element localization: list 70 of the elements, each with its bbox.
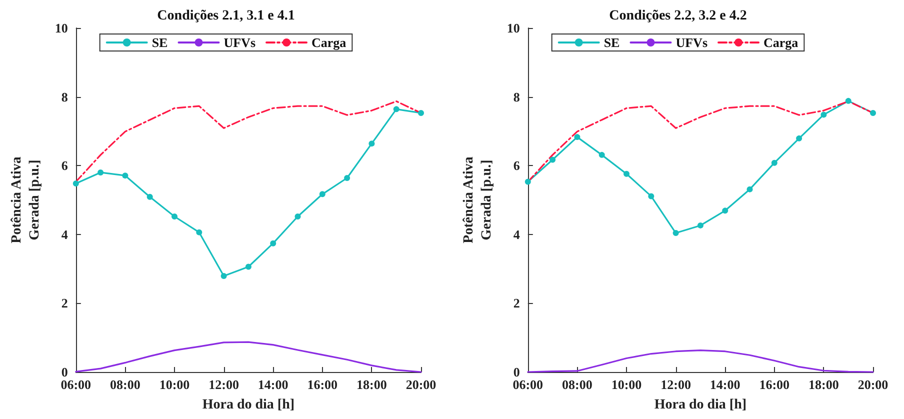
point — [393, 106, 400, 112]
y-tick-label: 8 — [513, 89, 520, 104]
legend-label: SE — [604, 35, 620, 50]
y-tick-label: 2 — [513, 296, 520, 311]
legend-label: Carga — [312, 35, 347, 50]
y-tick-label: 8 — [61, 89, 68, 104]
x-tick-label: 10:00 — [611, 377, 642, 392]
point — [648, 193, 654, 200]
point — [294, 214, 301, 220]
point — [172, 214, 178, 220]
y-tick-label: 10 — [506, 20, 520, 36]
y-tick-label: 6 — [513, 158, 520, 174]
point — [270, 240, 276, 246]
y-tick-label: 4 — [61, 226, 68, 242]
point — [418, 110, 424, 116]
x-tick-label: 06:00 — [512, 377, 544, 392]
legend-label: UFVs — [676, 35, 708, 50]
y-tick-label: 6 — [61, 158, 68, 174]
point — [771, 160, 778, 166]
y-tick-label: 0 — [61, 364, 68, 380]
x-tick-label: 14:00 — [258, 377, 288, 392]
point — [624, 170, 630, 177]
point — [672, 230, 679, 236]
point — [820, 112, 827, 118]
point — [122, 172, 128, 179]
x-axis-title: Hora do dia [h] — [202, 398, 295, 412]
x-tick-label: 10:00 — [159, 377, 190, 392]
x-tick-label: 20:00 — [858, 377, 888, 392]
x-tick-label: 08:00 — [562, 377, 592, 392]
point — [845, 98, 852, 104]
legend-label: Carga — [764, 35, 799, 50]
x-tick-label: 06:00 — [60, 377, 92, 392]
point — [245, 264, 252, 270]
y-tick-label: 10 — [54, 20, 68, 36]
point — [524, 178, 531, 185]
x-tick-label: 12:00 — [208, 377, 239, 392]
point — [344, 174, 350, 181]
point — [72, 180, 79, 186]
point — [196, 229, 202, 236]
chart-title: Condições 2.2, 3.2 e 4.2 — [609, 8, 747, 24]
x-tick-label: 08:00 — [110, 377, 140, 392]
point — [697, 222, 704, 228]
x-tick-label: 12:00 — [660, 377, 691, 392]
point — [319, 191, 326, 198]
point — [870, 110, 876, 116]
y-tick-label: 0 — [513, 364, 520, 380]
legend-label: UFVs — [224, 35, 256, 50]
x-tick-label: 16:00 — [307, 377, 338, 392]
x-tick-label: 20:00 — [406, 377, 436, 392]
chart-title: Condições 2.1, 3.1 e 4.1 — [157, 8, 295, 24]
y-axis-title: Potência Ativa Gerada [p.u.] — [462, 156, 494, 244]
x-tick-label: 18:00 — [356, 377, 387, 392]
point — [368, 140, 375, 147]
x-axis-title: Hora do dia [h] — [654, 398, 747, 412]
y-axis-title: Potência Ativa Gerada [p.u.] — [10, 156, 42, 244]
legend-label: SE — [152, 35, 168, 50]
point — [574, 134, 580, 140]
point — [98, 169, 104, 176]
point — [746, 186, 753, 192]
point — [796, 135, 802, 142]
point — [220, 273, 227, 280]
y-tick-label: 4 — [513, 226, 520, 242]
x-tick-label: 14:00 — [710, 377, 740, 392]
x-tick-label: 16:00 — [759, 377, 790, 392]
point — [550, 156, 556, 163]
x-tick-label: 18:00 — [808, 377, 839, 392]
point — [146, 194, 153, 200]
point — [598, 152, 605, 158]
y-tick-label: 2 — [61, 296, 68, 311]
point — [722, 208, 728, 214]
